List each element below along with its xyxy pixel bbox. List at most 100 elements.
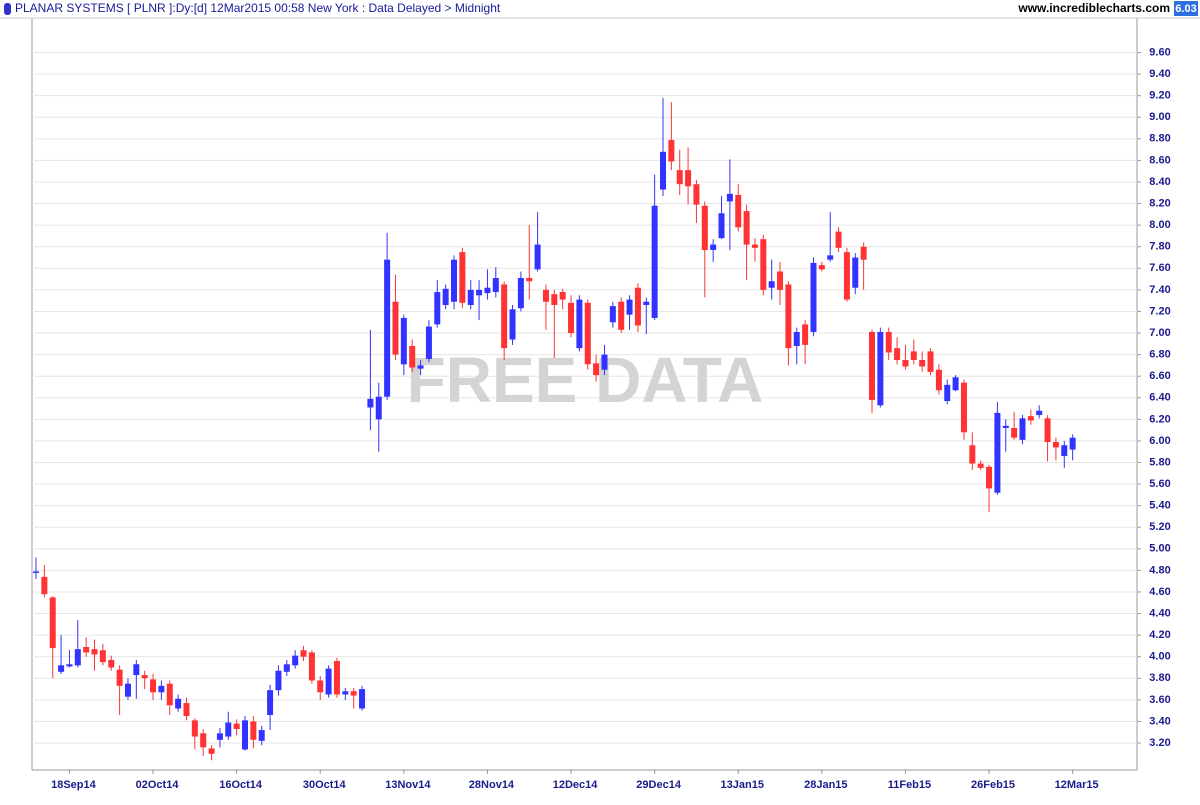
candle-body [250, 721, 257, 740]
candle-body [860, 246, 867, 260]
candle-body [718, 213, 725, 239]
candle-body [492, 278, 499, 293]
y-tick-label: 8.00 [1149, 219, 1170, 231]
candle-body [233, 723, 240, 730]
candle-body [459, 252, 466, 303]
candle-body [618, 301, 625, 330]
y-tick-label: 7.00 [1149, 327, 1170, 339]
candle-body [91, 649, 98, 655]
candle-body [99, 650, 106, 663]
candle-body [325, 668, 332, 695]
x-tick-label: 28Nov14 [469, 779, 515, 791]
candle-body [944, 384, 951, 402]
candle-body [116, 669, 123, 686]
candle-body [910, 351, 917, 361]
y-tick-label: 7.60 [1149, 262, 1170, 274]
candle-body [275, 670, 282, 691]
y-tick-label: 5.00 [1149, 543, 1170, 555]
candle-body [634, 287, 641, 326]
candle-body [685, 170, 692, 187]
candle-body [676, 170, 683, 185]
y-tick-label: 6.00 [1149, 435, 1170, 447]
candle-body [576, 299, 583, 349]
candle-body [225, 722, 232, 737]
candle-body [208, 748, 215, 754]
candle-body [710, 244, 717, 250]
candle-body [166, 683, 173, 706]
y-tick-label: 4.80 [1149, 564, 1170, 576]
candle-body [342, 691, 349, 695]
candle-body [935, 369, 942, 391]
y-tick-label: 3.40 [1149, 715, 1170, 727]
candle-body [467, 289, 474, 305]
candle-body [501, 284, 508, 349]
candle-body [852, 257, 859, 288]
candle-body [442, 288, 449, 305]
candle-body [1027, 416, 1034, 421]
candle-body [58, 665, 65, 672]
candle-body [375, 396, 382, 420]
candle-body [609, 306, 616, 323]
candle-body [74, 649, 81, 666]
candle-body [283, 664, 290, 672]
candle-body [743, 211, 750, 245]
candle-body [960, 382, 967, 433]
y-tick-label: 4.00 [1149, 651, 1170, 663]
y-tick-label: 5.40 [1149, 500, 1170, 512]
candle-body [317, 680, 324, 693]
y-tick-label: 3.60 [1149, 694, 1170, 706]
candle-body [41, 576, 48, 595]
y-tick-label: 4.40 [1149, 607, 1170, 619]
candle-body [417, 365, 424, 369]
candle-body [986, 466, 993, 489]
candle-body [409, 345, 416, 368]
x-tick-label: 18Sep14 [51, 779, 97, 791]
x-tick-label: 12Mar15 [1055, 779, 1099, 791]
candle-body [1036, 410, 1043, 416]
last-price: 6.03 [1175, 3, 1196, 15]
candle-body [843, 252, 850, 300]
candle-body [183, 703, 190, 717]
y-tick-label: 5.20 [1149, 521, 1170, 533]
candle-body [484, 287, 491, 294]
candle-body [894, 348, 901, 361]
candle-body [810, 262, 817, 332]
x-tick-label: 30Oct14 [303, 779, 347, 791]
candle-body [542, 289, 549, 302]
candle-body [651, 205, 658, 318]
source: www.incrediblecharts.com [1017, 1, 1170, 15]
candle-body [359, 689, 366, 709]
y-tick-label: 6.80 [1149, 349, 1170, 361]
x-tick-label: 28Jan15 [804, 779, 847, 791]
candle-body [451, 259, 457, 302]
y-tick-label: 3.20 [1149, 737, 1170, 749]
last-price-box [1174, 1, 1198, 16]
x-tick-label: 29Dec14 [636, 779, 682, 791]
candle-body [735, 194, 742, 228]
candle-body [551, 294, 558, 305]
candle-body [1052, 442, 1059, 448]
candle-body [434, 292, 441, 325]
candle-body [384, 259, 391, 397]
x-tick-label: 02Oct14 [136, 779, 180, 791]
candle-body [559, 292, 566, 300]
candle-body [952, 377, 959, 391]
candle-body [216, 733, 223, 740]
x-tick-label: 26Feb15 [971, 779, 1015, 791]
candle-body [626, 299, 633, 315]
candle-body [258, 730, 265, 741]
x-tick-label: 13Jan15 [721, 779, 764, 791]
x-tick-label: 16Oct14 [219, 779, 263, 791]
y-tick-label: 7.40 [1149, 284, 1170, 296]
candle-body [726, 193, 733, 202]
y-tick-label: 8.60 [1149, 154, 1170, 166]
candle-body [643, 301, 650, 305]
candle-body [1002, 425, 1009, 428]
candle-body [267, 690, 274, 715]
candle-body [367, 398, 374, 408]
y-tick-label: 4.20 [1149, 629, 1170, 641]
x-tick-label: 12Dec14 [553, 779, 599, 791]
candle-body [969, 445, 976, 464]
y-tick-label: 8.20 [1149, 197, 1170, 209]
